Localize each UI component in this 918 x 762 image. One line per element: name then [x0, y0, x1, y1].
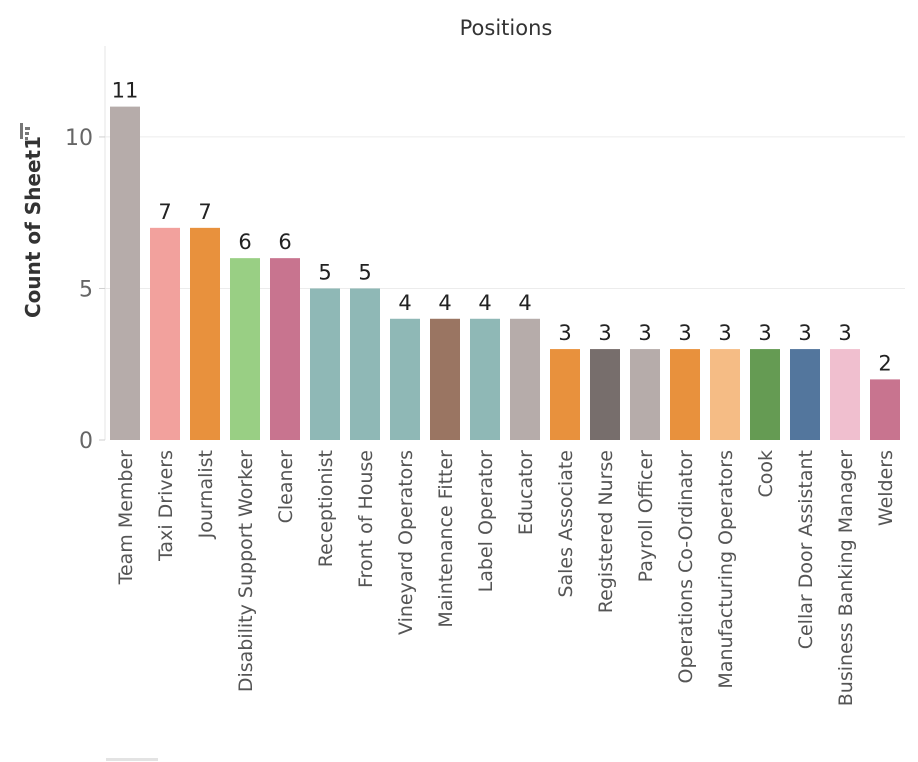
bar-value-label: 3 — [798, 321, 811, 345]
sort-descending-icon[interactable] — [20, 123, 30, 140]
bar-value-label: 6 — [278, 230, 291, 254]
x-tick-label: Sales Associate — [555, 450, 577, 598]
x-tick-label: Journalist — [195, 450, 217, 539]
bar[interactable] — [710, 349, 740, 440]
y-axis-title-group: Count of Sheet1 — [21, 136, 45, 318]
bar[interactable] — [470, 318, 500, 440]
x-tick-label: Label Operator — [475, 450, 497, 593]
bar[interactable] — [830, 349, 860, 440]
x-tick-label: Payroll Officer — [635, 450, 657, 583]
x-tick-label: Registered Nurse — [595, 450, 617, 613]
bar[interactable] — [630, 349, 660, 440]
bar[interactable] — [190, 227, 220, 440]
bar-value-label: 3 — [718, 321, 731, 345]
bars — [110, 106, 900, 440]
x-tick-label: Cellar Door Assistant — [795, 450, 817, 649]
x-tick-label: Educator — [515, 450, 537, 535]
y-tick-label: 5 — [79, 277, 93, 302]
bar[interactable] — [390, 318, 420, 440]
bar-value-label: 4 — [438, 291, 451, 315]
bar[interactable] — [430, 318, 460, 440]
x-tick-label: Welders — [875, 450, 897, 526]
bar-value-label: 5 — [318, 260, 331, 284]
gridlines — [104, 46, 905, 440]
x-tick-label: Vineyard Operators — [395, 450, 417, 635]
bar[interactable] — [350, 288, 380, 440]
bar-value-label: 3 — [558, 321, 571, 345]
bar-value-label: 3 — [758, 321, 771, 345]
bar-value-label: 3 — [598, 321, 611, 345]
bar-value-label: 4 — [518, 291, 531, 315]
bar-value-label: 6 — [238, 230, 251, 254]
bar-value-label: 3 — [678, 321, 691, 345]
y-tick-label: 0 — [79, 429, 93, 454]
bar-value-label: 3 — [638, 321, 651, 345]
bar[interactable] — [670, 349, 700, 440]
bar[interactable] — [790, 349, 820, 440]
x-tick-label: Taxi Drivers — [155, 450, 177, 562]
bar[interactable] — [230, 258, 260, 440]
bar-value-label: 3 — [838, 321, 851, 345]
bar[interactable] — [750, 349, 780, 440]
x-tick-label: Cook — [755, 450, 777, 498]
x-axis-ticks: Team Member Taxi Drivers Journalist Disabil… — [115, 450, 897, 706]
x-tick-label: Team Member — [115, 450, 137, 586]
bar-value-label: 11 — [112, 79, 139, 103]
y-axis-title: Count of Sheet1 — [21, 136, 45, 318]
bar-value-label: 7 — [158, 200, 171, 224]
x-tick-label: Operations Co-Ordinator — [675, 450, 697, 684]
x-tick-label: Business Banking Manager — [835, 450, 857, 706]
x-tick-label: Manufacturing Operators — [715, 450, 737, 689]
bar-value-label: 5 — [358, 260, 371, 284]
x-tick-label: Disability Support Worker — [235, 450, 257, 692]
bar[interactable] — [310, 288, 340, 440]
value-labels: 11 7 7 6 6 5 5 4 4 4 4 3 3 3 3 3 3 3 3 2 — [112, 79, 892, 376]
y-axis-ticks: 0 5 10 — [65, 126, 105, 454]
x-tick-label: Maintenance Fitter — [435, 450, 457, 628]
x-tick-label: Front of House — [355, 450, 377, 588]
bar[interactable] — [150, 227, 180, 440]
bar-value-label: 4 — [478, 291, 491, 315]
chart-title: Positions — [460, 16, 553, 40]
x-tick-label: Receptionist — [315, 450, 337, 567]
x-tick-label: Cleaner — [275, 450, 297, 524]
bar[interactable] — [510, 318, 540, 440]
y-tick-label: 10 — [65, 126, 93, 151]
bar[interactable] — [110, 106, 140, 440]
bar[interactable] — [590, 349, 620, 440]
bar-value-label: 7 — [198, 200, 211, 224]
bar-value-label: 2 — [878, 351, 891, 375]
bar[interactable] — [270, 258, 300, 440]
bar[interactable] — [550, 349, 580, 440]
bar[interactable] — [870, 379, 900, 440]
bar-value-label: 4 — [398, 291, 411, 315]
horizontal-scrollbar-thumb[interactable] — [106, 758, 158, 761]
